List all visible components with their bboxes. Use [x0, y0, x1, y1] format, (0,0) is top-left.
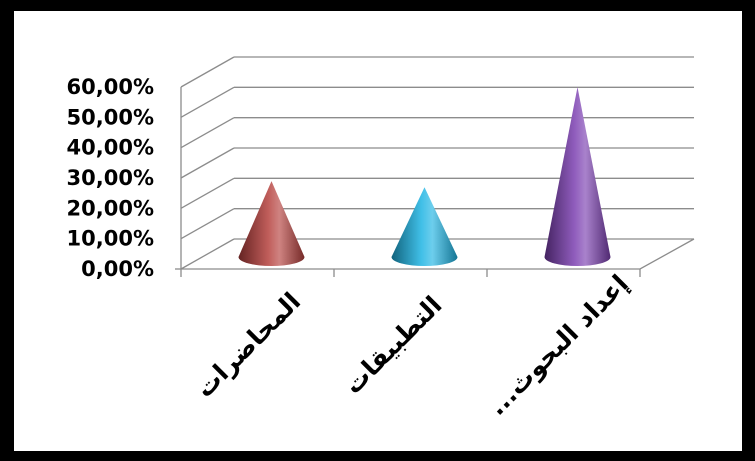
y-axis-ticks: 0,00% 10,00% 20,00% 30,00% 40,00% 50,00% 60,00…	[67, 75, 154, 281]
cone-body	[391, 187, 458, 266]
gridline-left-wall	[180, 117, 235, 149]
cones-layer	[238, 87, 611, 266]
y-tick-label: 0,00%	[81, 257, 154, 281]
cone-3	[544, 87, 611, 266]
gridline-left-wall	[180, 238, 235, 270]
y-tick-label: 40,00%	[67, 136, 154, 160]
gridline-left-wall	[180, 208, 235, 240]
cone-1	[238, 181, 305, 266]
gridline-left-wall	[180, 86, 235, 118]
y-tick-label: 60,00%	[67, 75, 154, 99]
x-category-label: التطبيقات	[338, 290, 447, 399]
y-tick-label: 50,00%	[67, 105, 154, 129]
y-tick-label: 20,00%	[67, 196, 154, 220]
cone-chart: 0,00% 10,00% 20,00% 30,00% 40,00% 50,00% 60,00…	[67, 56, 695, 422]
cone-body	[238, 181, 305, 266]
x-category-label: إعداد البحوث...	[482, 269, 635, 422]
gridline-left-wall	[180, 177, 235, 209]
chart-area: 0,00% 10,00% 20,00% 30,00% 40,00% 50,00% 60,00…	[14, 11, 742, 451]
cone-2	[391, 187, 458, 266]
y-tick-label: 30,00%	[67, 166, 154, 190]
cone-body	[544, 87, 611, 266]
grid-layer	[175, 56, 695, 277]
y-tick-label: 10,00%	[67, 227, 154, 251]
gridline-left-wall	[180, 56, 235, 88]
gridline-left-wall	[180, 147, 235, 179]
x-axis-labels: المحاضرات التطبيقات إعداد البحوث...	[190, 269, 635, 422]
x-category-label: المحاضرات	[190, 287, 307, 404]
